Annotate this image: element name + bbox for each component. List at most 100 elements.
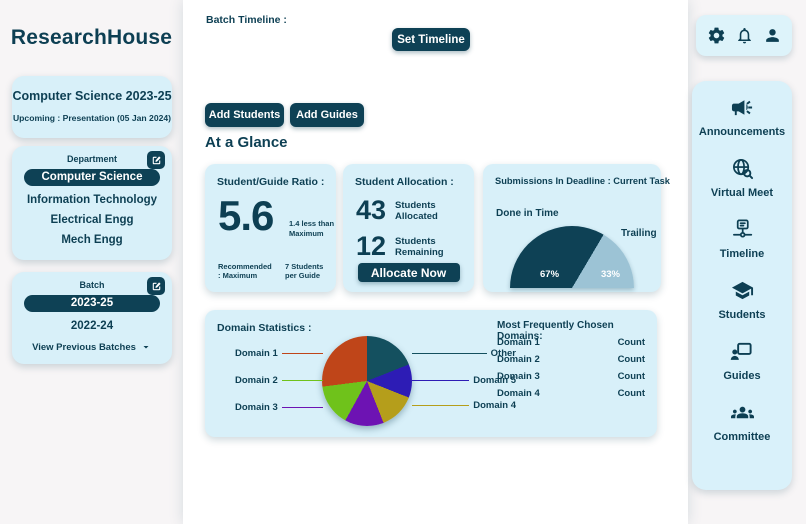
frequent-domain-row: Domain 2 Count [497,354,645,365]
students-allocated-value: 43 [356,195,387,225]
frequent-domain-name: Domain 3 [497,371,540,382]
nav-label: Virtual Meet [710,187,774,199]
done-in-time-label: Done in Time [496,208,559,219]
presenter-icon [730,340,753,363]
app-logo: ResearchHouse [10,26,173,49]
frequent-domain-count: Count [617,354,645,365]
graduation-cap-icon [731,279,754,302]
nav-item-virtual-meet[interactable]: Virtual Meet [711,157,773,199]
pie-label-text: Other [490,348,516,359]
pie-connector-line [412,405,470,406]
department-option[interactable]: Electrical Engg [50,214,134,226]
batch-option-selected[interactable]: 2023-25 [24,295,160,312]
nav-label: Committee [713,431,771,443]
allocation-card-title: Student Allocation : [355,176,454,188]
students-remaining-label: Students Remaining [395,235,444,258]
batch-selector-card: Batch 2023-25 2022-24 View Previous Batc… [12,272,172,364]
pie-label-text: Domain 5 [473,375,516,386]
domain-card-title: Domain Statistics : [217,322,312,334]
edit-department-button[interactable] [147,151,165,169]
megaphone-icon [731,96,754,119]
frequent-domain-count: Count [617,371,645,382]
chevron-down-icon [140,341,152,353]
set-timeline-button[interactable]: Set Timeline [392,28,470,51]
at-a-glance-title: At a Glance [205,134,288,151]
domain-pie-chart [322,336,412,426]
department-option-selected[interactable]: Computer Science [24,169,160,186]
ratio-value: 5.6 [218,192,274,239]
batch-timeline-label: Batch Timeline : [206,14,287,26]
students-remaining-value: 12 [356,231,387,261]
frequent-domain-name: Domain 2 [497,354,540,365]
edit-icon [151,281,162,292]
pie-label-text: Domain 1 [235,348,278,359]
batch-card-label: Batch [79,280,105,290]
recommended-label: Recommended : Maximum [218,261,272,281]
right-navigation: Announcements Virtual Meet Timeline Stud… [692,81,792,490]
nav-item-guides[interactable]: Guides [723,340,761,382]
notifications-icon [735,26,754,45]
pie-label-domain-3: Domain 3 [235,402,327,413]
frequent-domains-title: Most Frequently Chosen Domains: [497,320,614,342]
add-guides-button[interactable]: Add Guides [290,103,364,127]
nav-item-timeline[interactable]: Timeline [720,218,764,260]
pie-connector-line [412,353,487,354]
frequent-domain-name: Domain 1 [497,337,540,348]
pie-label-other: Other [408,348,516,359]
pie-connector-line [281,353,323,354]
view-previous-batches-label: View Previous Batches [32,341,136,353]
frequent-domain-name: Domain 4 [497,388,540,399]
department-option[interactable]: Information Technology [26,194,158,206]
notifications-button[interactable] [735,26,754,45]
frequent-domain-count: Count [617,388,645,399]
pie-connector-line [281,407,323,408]
pie-label-domain-5: Domain 5 [408,375,516,386]
nav-label: Announcements [698,126,786,138]
current-context-card: Computer Science 2023-25 Upcoming : Pres… [12,76,172,138]
view-previous-batches[interactable]: View Previous Batches [12,341,172,353]
pie-connector-line [412,380,470,381]
frequent-domain-count: Count [617,337,645,348]
nav-label: Students [718,309,766,321]
nav-label: Guides [723,370,761,382]
context-title: Computer Science 2023-25 [12,89,172,103]
remaining-row: 12 Students Remaining [356,231,474,262]
done-percentage: 67% [540,269,560,280]
pie-label-text: Domain 4 [473,400,516,411]
pie-label-domain-1: Domain 1 [235,348,327,359]
globe-search-icon [731,157,754,180]
allocate-now-button[interactable]: Allocate Now [357,263,460,282]
frequent-domain-row: Domain 1 Count [497,337,645,348]
pie-label-domain-4: Domain 4 [408,400,516,411]
frequent-domain-row: Domain 4 Count [497,388,645,399]
pie-label-text: Domain 3 [235,402,278,413]
submissions-deadline-card: Submissions In Deadline : Current Task D… [483,164,670,292]
department-selector-card: Department Computer Science Information … [12,146,172,260]
recommended-row: Recommended : Maximum 7 Students per Gui… [218,262,333,282]
timeline-icon [731,218,754,241]
domain-statistics-card: Domain Statistics : Domain 1 Domain 2 Do… [205,310,657,437]
allocated-row: 43 Students Allocated [356,195,474,226]
nav-item-students[interactable]: Students [718,279,766,321]
frequent-domain-row: Domain 3 Count [497,371,645,382]
pie-connector-line [281,380,323,381]
settings-button[interactable] [707,26,726,45]
edit-batch-button[interactable] [147,277,165,295]
nav-item-committee[interactable]: Committee [713,401,771,443]
department-card-label: Department [66,154,117,164]
nav-label: Timeline [719,248,765,260]
add-students-button[interactable]: Add Students [205,103,284,127]
pie-label-text: Domain 2 [235,375,278,386]
trailing-percentage: 33% [600,269,620,280]
profile-button[interactable] [763,26,782,45]
ratio-card-title: Student/Guide Ratio : [217,176,325,188]
student-allocation-card: Student Allocation : 43 Students Allocat… [343,164,474,292]
profile-icon [763,26,782,45]
settings-icon [707,26,726,45]
batch-option[interactable]: 2022-24 [70,320,114,332]
nav-item-announcements[interactable]: Announcements [699,96,785,138]
trailing-label: Trailing [621,228,657,239]
department-option[interactable]: Mech Engg [61,234,123,246]
students-allocated-label: Students Allocated [395,199,438,222]
